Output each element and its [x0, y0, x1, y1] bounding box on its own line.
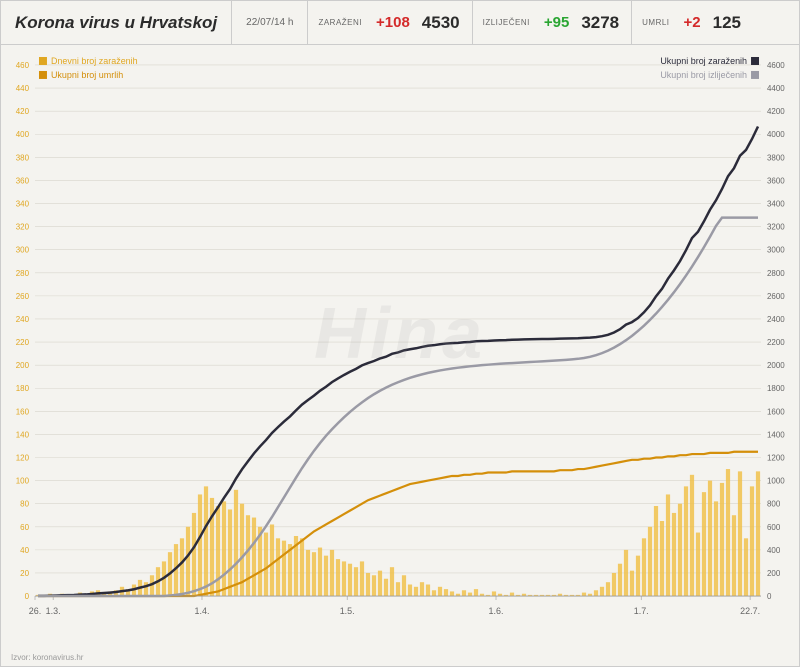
svg-text:Ukupni broj izliječenih: Ukupni broj izliječenih: [660, 70, 747, 80]
stat-label: ZARAŽENI: [308, 18, 370, 27]
svg-text:4000: 4000: [767, 130, 785, 139]
svg-text:1400: 1400: [767, 430, 785, 439]
source-footer: Izvor: koronavirus.hr: [11, 653, 83, 662]
svg-text:2400: 2400: [767, 315, 785, 324]
svg-text:2000: 2000: [767, 361, 785, 370]
stat-total: 4530: [416, 13, 472, 33]
svg-text:600: 600: [767, 523, 781, 532]
svg-text:0: 0: [767, 592, 772, 601]
svg-text:440: 440: [16, 84, 30, 93]
svg-text:1.5.: 1.5.: [340, 606, 355, 616]
svg-text:4400: 4400: [767, 84, 785, 93]
svg-text:1200: 1200: [767, 454, 785, 463]
svg-text:400: 400: [767, 546, 781, 555]
svg-text:260: 260: [16, 292, 30, 301]
dashboard: Korona virus u Hrvatskoj 22/07/14 h ZARA…: [0, 0, 800, 667]
svg-text:300: 300: [16, 246, 30, 255]
svg-text:2800: 2800: [767, 269, 785, 278]
svg-text:200: 200: [767, 569, 781, 578]
svg-text:800: 800: [767, 500, 781, 509]
svg-text:2200: 2200: [767, 338, 785, 347]
svg-text:3400: 3400: [767, 200, 785, 209]
stat-delta: +2: [678, 14, 707, 31]
svg-text:120: 120: [16, 454, 30, 463]
svg-text:340: 340: [16, 200, 30, 209]
svg-text:140: 140: [16, 430, 30, 439]
svg-text:160: 160: [16, 407, 30, 416]
svg-text:80: 80: [20, 500, 29, 509]
stat-total: 125: [707, 13, 753, 33]
svg-text:Ukupni broj zaraženih: Ukupni broj zaraženih: [660, 56, 747, 66]
svg-text:1000: 1000: [767, 477, 785, 486]
chart-svg: 0204060801001201401601802002202402602803…: [35, 55, 761, 624]
svg-text:0: 0: [25, 592, 30, 601]
svg-text:60: 60: [20, 523, 29, 532]
header: Korona virus u Hrvatskoj 22/07/14 h ZARA…: [1, 1, 799, 45]
chart-area: 0204060801001201401601802002202402602803…: [35, 55, 761, 624]
svg-text:180: 180: [16, 384, 30, 393]
svg-text:3600: 3600: [767, 176, 785, 185]
timestamp: 22/07/14 h: [232, 1, 308, 44]
svg-text:26.: 26.: [29, 606, 41, 616]
svg-text:1.4.: 1.4.: [194, 606, 209, 616]
svg-text:100: 100: [16, 477, 30, 486]
svg-text:380: 380: [16, 153, 30, 162]
svg-text:Ukupni broj umrlih: Ukupni broj umrlih: [51, 70, 123, 80]
svg-text:1800: 1800: [767, 384, 785, 393]
svg-text:22.7.: 22.7.: [740, 606, 760, 616]
svg-text:200: 200: [16, 361, 30, 370]
svg-text:40: 40: [20, 546, 29, 555]
stat-deaths: UMRLI +2 125: [632, 1, 753, 44]
stat-total: 3278: [575, 13, 631, 33]
svg-text:1.7.: 1.7.: [634, 606, 649, 616]
stat-infected: ZARAŽENI +108 4530: [308, 1, 472, 44]
svg-text:240: 240: [16, 315, 30, 324]
svg-text:220: 220: [16, 338, 30, 347]
svg-text:400: 400: [16, 130, 30, 139]
svg-text:1600: 1600: [767, 407, 785, 416]
stat-label: IZLIJEČENI: [473, 18, 538, 27]
svg-text:460: 460: [16, 61, 30, 70]
svg-text:420: 420: [16, 107, 30, 116]
stat-cured: IZLIJEČENI +95 3278: [473, 1, 633, 44]
svg-text:3200: 3200: [767, 223, 785, 232]
svg-text:280: 280: [16, 269, 30, 278]
svg-text:3800: 3800: [767, 153, 785, 162]
stat-label: UMRLI: [632, 18, 677, 27]
svg-text:360: 360: [16, 176, 30, 185]
svg-text:3000: 3000: [767, 246, 785, 255]
svg-text:20: 20: [20, 569, 29, 578]
svg-text:320: 320: [16, 223, 30, 232]
stat-delta: +95: [538, 14, 575, 31]
page-title: Korona virus u Hrvatskoj: [1, 1, 232, 44]
stat-delta: +108: [370, 14, 416, 31]
svg-text:1.3.: 1.3.: [46, 606, 61, 616]
svg-text:4200: 4200: [767, 107, 785, 116]
svg-text:4600: 4600: [767, 61, 785, 70]
svg-text:1.6.: 1.6.: [489, 606, 504, 616]
svg-text:Dnevni broj zaraženih: Dnevni broj zaraženih: [51, 56, 138, 66]
svg-text:2600: 2600: [767, 292, 785, 301]
